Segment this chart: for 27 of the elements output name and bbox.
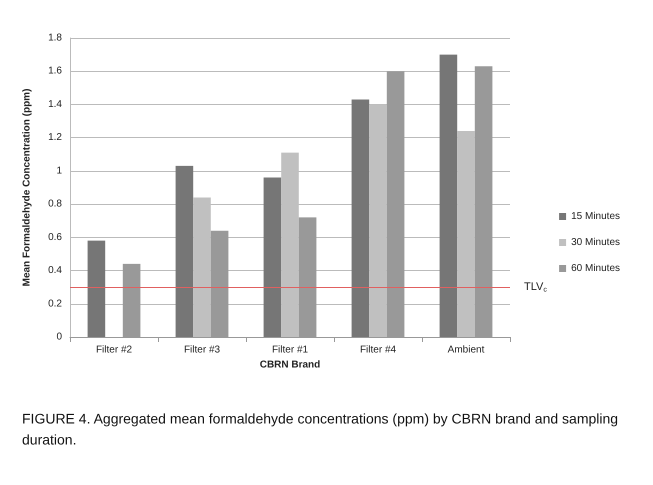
x-tick-label: Ambient bbox=[448, 344, 485, 356]
legend-label: 30 Minutes bbox=[571, 237, 620, 248]
y-tick-label: 0.4 bbox=[48, 265, 62, 276]
x-tick-label: Filter #1 bbox=[272, 344, 308, 356]
x-tick-label: Filter #3 bbox=[184, 344, 220, 356]
y-axis-title: Mean Formaldehyde Concentration (ppm) bbox=[22, 88, 32, 286]
y-tick-label: 0.2 bbox=[48, 298, 62, 310]
bar bbox=[440, 54, 458, 337]
y-tick-label: 1.4 bbox=[48, 98, 62, 110]
y-tick-label: 1.8 bbox=[48, 32, 62, 44]
y-tick-label: 1 bbox=[56, 165, 62, 176]
bar bbox=[88, 240, 106, 337]
bar bbox=[352, 99, 370, 337]
legend-label: 15 Minutes bbox=[571, 211, 620, 222]
x-tick-label: Filter #4 bbox=[360, 344, 396, 356]
bar bbox=[457, 131, 475, 337]
bar bbox=[176, 166, 194, 337]
y-tick-label: 1.6 bbox=[48, 66, 62, 77]
bar bbox=[264, 178, 282, 337]
y-tick-label: 1.2 bbox=[48, 132, 62, 144]
x-tick-label: Filter #2 bbox=[96, 344, 132, 356]
y-tick-label: 0.8 bbox=[48, 198, 62, 210]
y-tick-label: 0 bbox=[56, 332, 62, 342]
legend-label: 60 Minutes bbox=[571, 263, 620, 274]
x-axis-title: CBRN Brand bbox=[260, 359, 320, 370]
caption: FIGURE 4. Aggregated mean formaldehyde concentrations (ppm) by CBRN brand and sampling duration. bbox=[22, 410, 622, 448]
y-tick-label: 0.6 bbox=[48, 232, 62, 243]
